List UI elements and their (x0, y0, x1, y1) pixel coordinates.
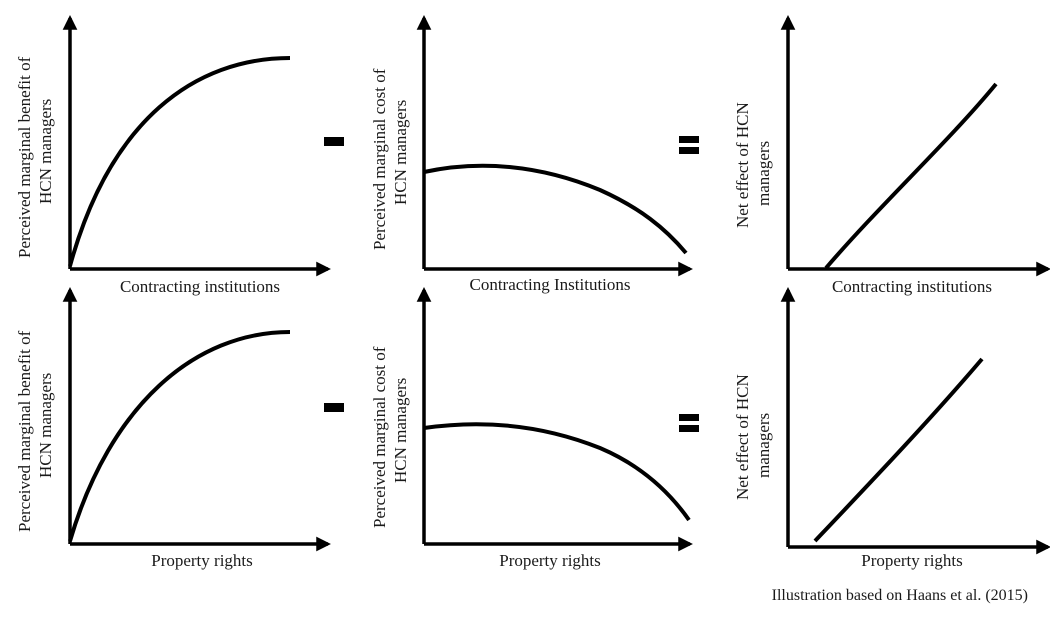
curve-convex-increasing (824, 82, 998, 270)
curve-inverted-falling (423, 422, 691, 522)
panel-benefit-property: Perceived marginal benefit of HCN manage… (15, 287, 331, 570)
panel-cost-property: Perceived marginal cost of HCN managers … (370, 287, 693, 570)
curve-concave-increasing (68, 330, 291, 542)
x-axis-label: Property rights (499, 551, 601, 570)
equals-sign (679, 136, 699, 154)
minus-sign (324, 137, 344, 146)
x-axis-label: Property rights (861, 551, 963, 570)
y-axis-label: Perceived marginal cost of HCN managers (370, 342, 410, 528)
curve-inverted-falling (423, 163, 688, 255)
y-axis-label: Net effect of HCN managers (733, 370, 773, 500)
y-axis-label: Perceived marginal benefit of HCN manage… (15, 327, 55, 533)
panel-net-property: Net effect of HCN managers Property righ… (733, 287, 1050, 570)
x-axis-label: Contracting institutions (832, 277, 992, 296)
x-axis-label: Property rights (151, 551, 253, 570)
figure-caption: Illustration based on Haans et al. (2015… (771, 587, 1028, 604)
y-axis-label: Perceived marginal benefit of HCN manage… (15, 53, 55, 259)
x-axis-label: Contracting Institutions (469, 275, 630, 294)
x-axis-label: Contracting institutions (120, 277, 280, 296)
panel-net-contracting: Net effect of HCN managers Contracting i… (733, 15, 1050, 296)
curve-concave-increasing (68, 56, 291, 267)
y-axis-label: Perceived marginal cost of HCN managers (370, 64, 410, 250)
panel-cost-contracting: Perceived marginal cost of HCN managers … (370, 15, 693, 294)
minus-sign (324, 403, 344, 412)
y-axis-label: Net effect of HCN managers (733, 98, 773, 228)
panel-benefit-contracting: Perceived marginal benefit of HCN manage… (15, 15, 331, 296)
equals-sign (679, 414, 699, 432)
curve-convex-increasing (813, 357, 984, 543)
